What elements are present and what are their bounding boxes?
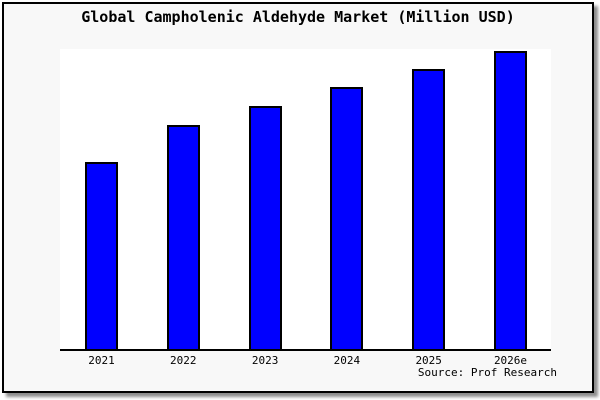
source-credit: Source: Prof Research (417, 366, 557, 379)
bar-2023 (248, 106, 282, 349)
bar-2021 (85, 162, 118, 349)
x-tick-label-2023: 2023 (251, 354, 279, 367)
x-tick-label-2021: 2021 (88, 354, 115, 367)
bar-2022 (166, 125, 200, 349)
x-tick-label-2026e: 2026e (493, 354, 528, 367)
x-tick-label-2025: 2025 (415, 354, 442, 367)
x-tick-label-2024: 2024 (333, 354, 361, 367)
x-tick-label-2022: 2022 (170, 354, 197, 367)
chart-frame: Global Campholenic Aldehyde Market (Mill… (2, 2, 594, 393)
chart-title: Global Campholenic Aldehyde Market (Mill… (81, 8, 515, 26)
bar-2026e (494, 51, 527, 349)
bar-2025 (412, 69, 446, 349)
bar-2024 (330, 87, 364, 349)
plot-area (60, 49, 551, 351)
